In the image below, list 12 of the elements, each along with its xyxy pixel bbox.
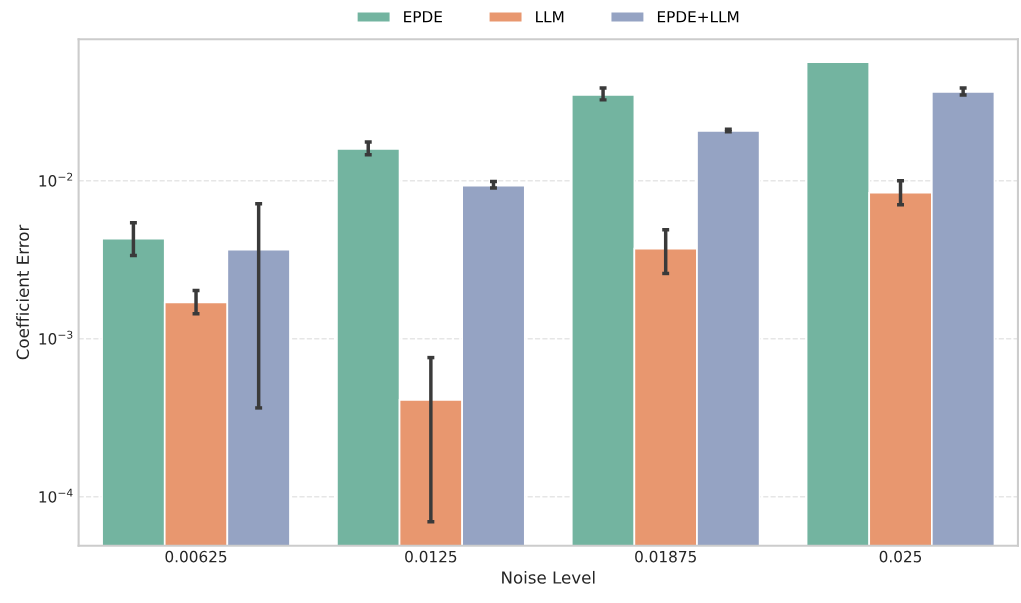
- x-tick-label: 0.025: [879, 550, 922, 563]
- x-tick-label: 0.0125: [405, 550, 457, 563]
- x-axis-title: Noise Level: [502, 570, 595, 584]
- y-tick-label: 10$^{−3}$: [39, 330, 73, 345]
- x-tick-label: 0.00625: [165, 550, 227, 563]
- y-tick-label: 10$^{−2}$: [39, 172, 73, 187]
- legend-label: EPDE: [404, 11, 442, 23]
- x-tick-label: 0.01875: [635, 550, 696, 563]
- legend-label: LLM: [536, 11, 564, 23]
- y-tick-label: 10$^{−4}$: [39, 488, 73, 503]
- legend-label: EPDE+LLM: [657, 11, 739, 23]
- y-axis-title: Coefficient Error: [16, 224, 30, 360]
